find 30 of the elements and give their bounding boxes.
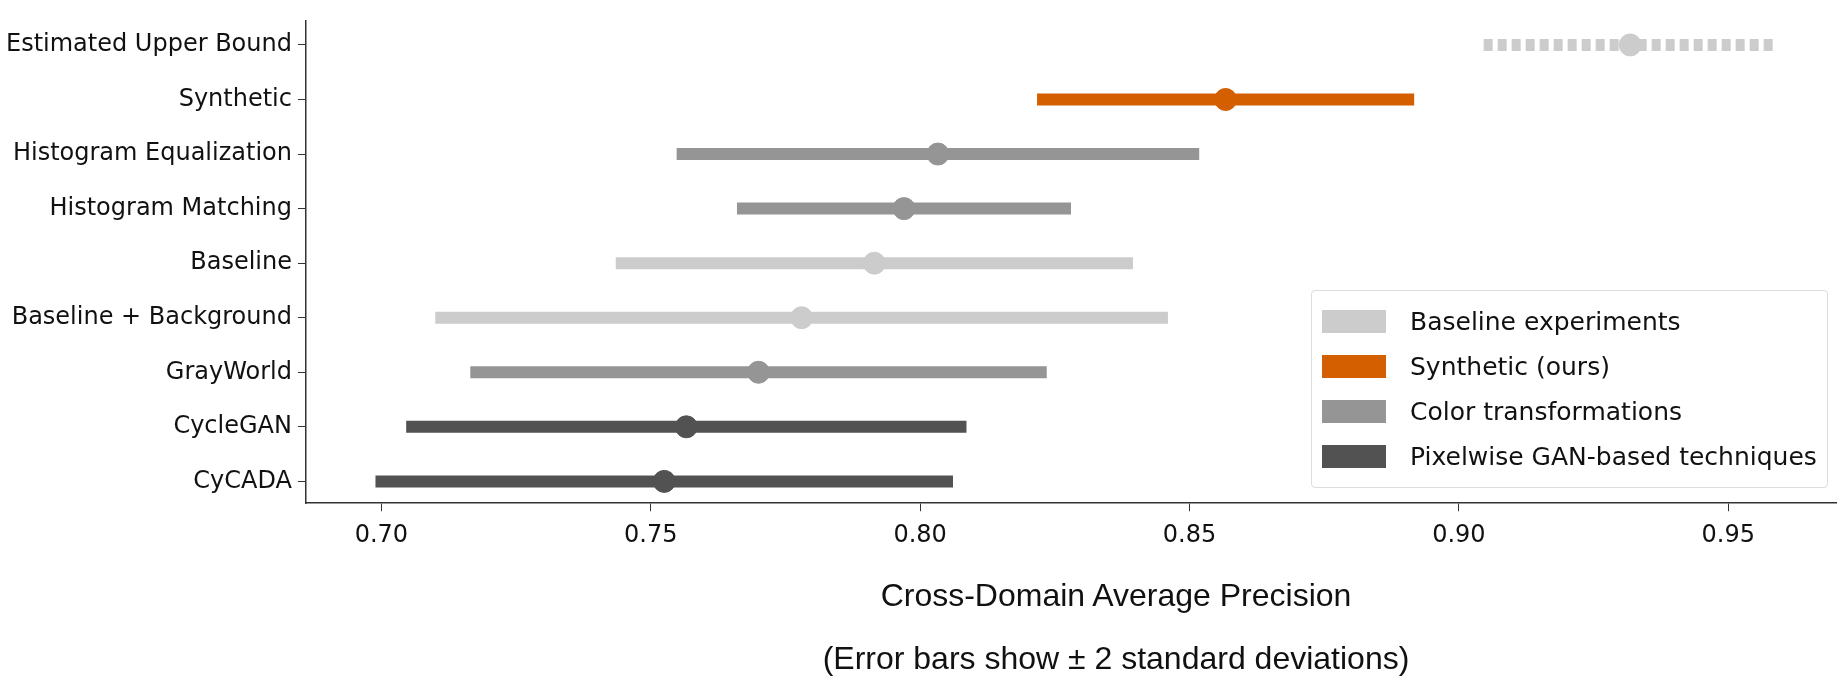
point: [1618, 33, 1642, 57]
point: [652, 469, 676, 493]
x-tick-label: 0.90: [1432, 519, 1486, 548]
y-tick-label: Synthetic: [178, 83, 292, 112]
point: [790, 306, 814, 330]
legend-label: Synthetic (ours): [1410, 352, 1610, 382]
text: (Error bars show ± 2 standard deviations): [821, 640, 1411, 677]
legend-label: Color transformations: [1410, 397, 1683, 427]
point: [892, 197, 916, 221]
legend-label: Pixelwise GAN-based techniques: [1410, 442, 1817, 472]
x-tick-label: 0.85: [1162, 519, 1217, 548]
y-tick-label: CycleGAN: [173, 411, 292, 440]
y-tick-label: Histogram Equalization: [12, 138, 292, 167]
y-tick-label: Histogram Matching: [49, 192, 292, 221]
y-tick-label: GrayWorld: [165, 356, 292, 385]
point: [747, 360, 771, 384]
point: [862, 251, 886, 275]
x-tick-label: 0.80: [893, 519, 947, 548]
point: [926, 142, 950, 166]
point: [1214, 88, 1238, 111]
x-tick-label: 0.70: [354, 519, 409, 548]
y-tick-label: CyCADA: [193, 465, 293, 494]
point: [674, 415, 698, 439]
x-axis-title: Cross-Domain Average Precision: [879, 577, 1353, 614]
legend-label: Baseline experiments: [1410, 307, 1681, 337]
y-tick-label: Baseline: [190, 247, 292, 276]
y-tick-label: Estimated Upper Bound: [5, 29, 292, 58]
x-tick-label: 0.95: [1701, 519, 1755, 548]
y-tick-label: Baseline + Background: [11, 301, 292, 330]
x-tick-label: 0.75: [624, 519, 678, 548]
